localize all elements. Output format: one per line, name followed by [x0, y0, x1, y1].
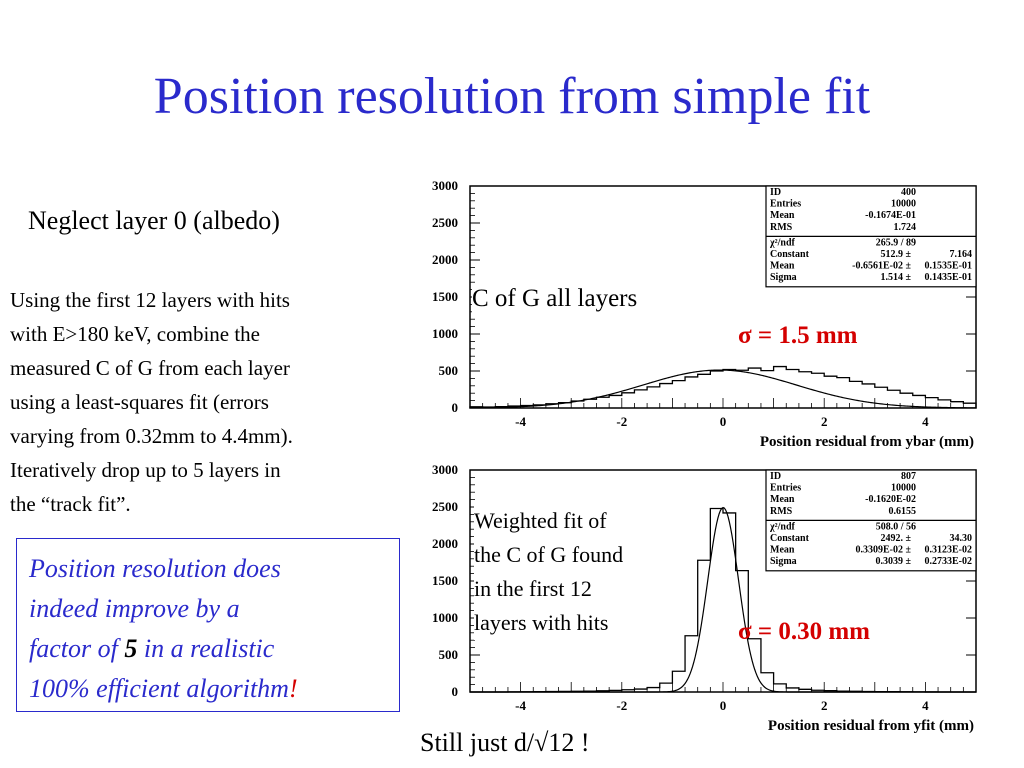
description-paragraph: Using the first 12 layers with hits with… — [10, 283, 410, 521]
annotation-line: in the first 12 — [474, 576, 592, 601]
histogram-bottom: 0 500 1000 1500 2000 2500 3000 -4 -2 0 2 4 Position … — [420, 460, 990, 740]
paragraph-line: measured C of G from each layer — [10, 356, 290, 380]
top-stats-value: 1.514 ± — [881, 272, 912, 283]
histogram-top: 0 500 1000 1500 2000 2500 3000 -4 -2 0 2 4 Position … — [420, 176, 990, 454]
top-stats-value: 10000 — [891, 199, 916, 210]
top-ytick-label: 0 — [452, 400, 459, 415]
annotation-bottom: Weighted fit of the C of G found in the … — [474, 504, 626, 640]
bottom-ytick-label: 1000 — [432, 610, 458, 625]
sigma-bottom-label: σ = 0.30 mm — [738, 618, 870, 645]
bottom-ytick-label: 2500 — [432, 499, 458, 514]
top-stats-error: 7.164 — [950, 249, 973, 260]
bottom-ytick-label: 3000 — [432, 462, 458, 477]
top-xtick-label: -2 — [616, 414, 627, 429]
bottom-stats-value: 0.6155 — [889, 506, 917, 517]
top-stats-value: 400 — [901, 187, 916, 198]
box-line: Position resolution does — [29, 554, 281, 583]
top-ytick-label: 1000 — [432, 326, 458, 341]
box-line: indeed improve by a — [29, 594, 240, 623]
paragraph-line: the “track fit”. — [10, 492, 131, 516]
bottom-stats-value: 807 — [901, 471, 916, 482]
paragraph-line: Iteratively drop up to 5 layers in — [10, 458, 281, 482]
conclusion-box: Position resolution does indeed improve … — [16, 538, 400, 712]
top-stats-label: Mean — [770, 261, 795, 272]
bullet-text: Neglect layer 0 (albedo) — [28, 206, 280, 235]
annotation-top: C of G all layers — [472, 285, 638, 313]
bottom-stats-label: Sigma — [770, 556, 797, 567]
top-stats-value: 265.9 / 89 — [876, 237, 916, 248]
bottom-stats-value: -0.1620E-02 — [865, 494, 916, 505]
top-stats-error: 0.1535E-01 — [925, 261, 973, 272]
bottom-stats-value: 10000 — [891, 483, 916, 494]
top-stats-value: 512.9 ± — [881, 249, 912, 260]
box-line: factor of 5 in a realistic — [29, 634, 275, 663]
top-stats-value: -0.6561E-02 ± — [852, 261, 911, 272]
top-stats-label: Constant — [770, 249, 810, 260]
top-xtick-label: 2 — [821, 414, 828, 429]
bottom-stats-label: Entries — [770, 483, 801, 494]
bottom-xtick-label: 2 — [821, 698, 828, 713]
top-stats-label: RMS — [770, 222, 793, 233]
top-ytick-label: 2000 — [432, 252, 458, 267]
bottom-ytick-label: 0 — [452, 684, 459, 699]
bottom-stats-error: 0.2733E-02 — [925, 556, 973, 567]
top-stats-value: -0.1674E-01 — [865, 210, 916, 221]
top-xaxis-label: Position residual from ybar (mm) — [760, 434, 974, 450]
top-stats-label: Sigma — [770, 272, 797, 283]
top-ytick-label: 1500 — [432, 289, 458, 304]
sigma-top-label: σ = 1.5 mm — [738, 322, 858, 349]
box-line: 100% efficient algorithm! — [29, 674, 298, 703]
bottom-xaxis-label: Position residual from yfit (mm) — [768, 718, 974, 734]
bottom-ytick-label: 2000 — [432, 536, 458, 551]
bottom-stats-label: Constant — [770, 533, 810, 544]
bottom-ytick-label: 1500 — [432, 573, 458, 588]
paragraph-line: Using the first 12 layers with hits — [10, 288, 290, 312]
bottom-stats-label: Mean — [770, 494, 795, 505]
bottom-stats-value: 2492. ± — [881, 533, 912, 544]
top-ytick-label: 500 — [439, 363, 459, 378]
annotation-line: layers with hits — [474, 610, 609, 635]
top-stats-label: χ²/ndf — [769, 237, 796, 248]
bottom-ytick-label: 500 — [439, 647, 459, 662]
bottom-stats-error: 0.3123E-02 — [925, 545, 973, 556]
top-ytick-label: 3000 — [432, 178, 458, 193]
top-xtick-label: 4 — [922, 414, 929, 429]
bottom-stats-label: χ²/ndf — [769, 521, 796, 532]
top-stats-error: 0.1435E-01 — [925, 272, 973, 283]
bottom-stats-value: 508.0 / 56 — [876, 521, 916, 532]
top-stats-label: Mean — [770, 210, 795, 221]
bottom-xtick-label: -4 — [515, 698, 526, 713]
top-stats-label: ID — [770, 187, 781, 198]
annotation-line: the C of G found — [474, 542, 624, 567]
bottom-xtick-label: -2 — [616, 698, 627, 713]
bottom-gaussian-fit — [470, 506, 976, 693]
bottom-xtick-label: 0 — [720, 698, 727, 713]
top-xtick-label: -4 — [515, 414, 526, 429]
top-stats-value: 1.724 — [894, 222, 917, 233]
bottom-stats-value: 0.3039 ± — [876, 556, 912, 567]
bottom-stats-label: RMS — [770, 506, 793, 517]
bottom-xtick-label: 4 — [922, 698, 929, 713]
bottom-stats-error: 34.30 — [950, 533, 973, 544]
paragraph-line: varying from 0.32mm to 4.4mm). — [10, 424, 293, 448]
paragraph-line: using a least-squares fit (errors — [10, 390, 269, 414]
slide-title: Position resolution from simple fit — [153, 68, 871, 125]
bottom-stats-label: ID — [770, 471, 781, 482]
top-xtick-label: 0 — [720, 414, 727, 429]
top-ytick-label: 2500 — [432, 215, 458, 230]
bottom-stats-label: Mean — [770, 545, 795, 556]
top-stats-box: ID 400 Entries 10000 Mean -0.1674E-01 RMS 1.724… — [765, 185, 977, 288]
top-gaussian-fit — [469, 369, 977, 409]
paragraph-line: with E>180 keV, combine the — [10, 322, 261, 346]
footer-text: Still just d/√12 ! — [420, 728, 590, 757]
top-stats-label: Entries — [770, 199, 801, 210]
annotation-line: Weighted fit of — [474, 508, 607, 533]
bottom-stats-value: 0.3309E-02 ± — [856, 545, 912, 556]
bottom-stats-box: ID 807 Entries 10000 Mean -0.1620E-02 RMS 0.615… — [765, 469, 977, 572]
